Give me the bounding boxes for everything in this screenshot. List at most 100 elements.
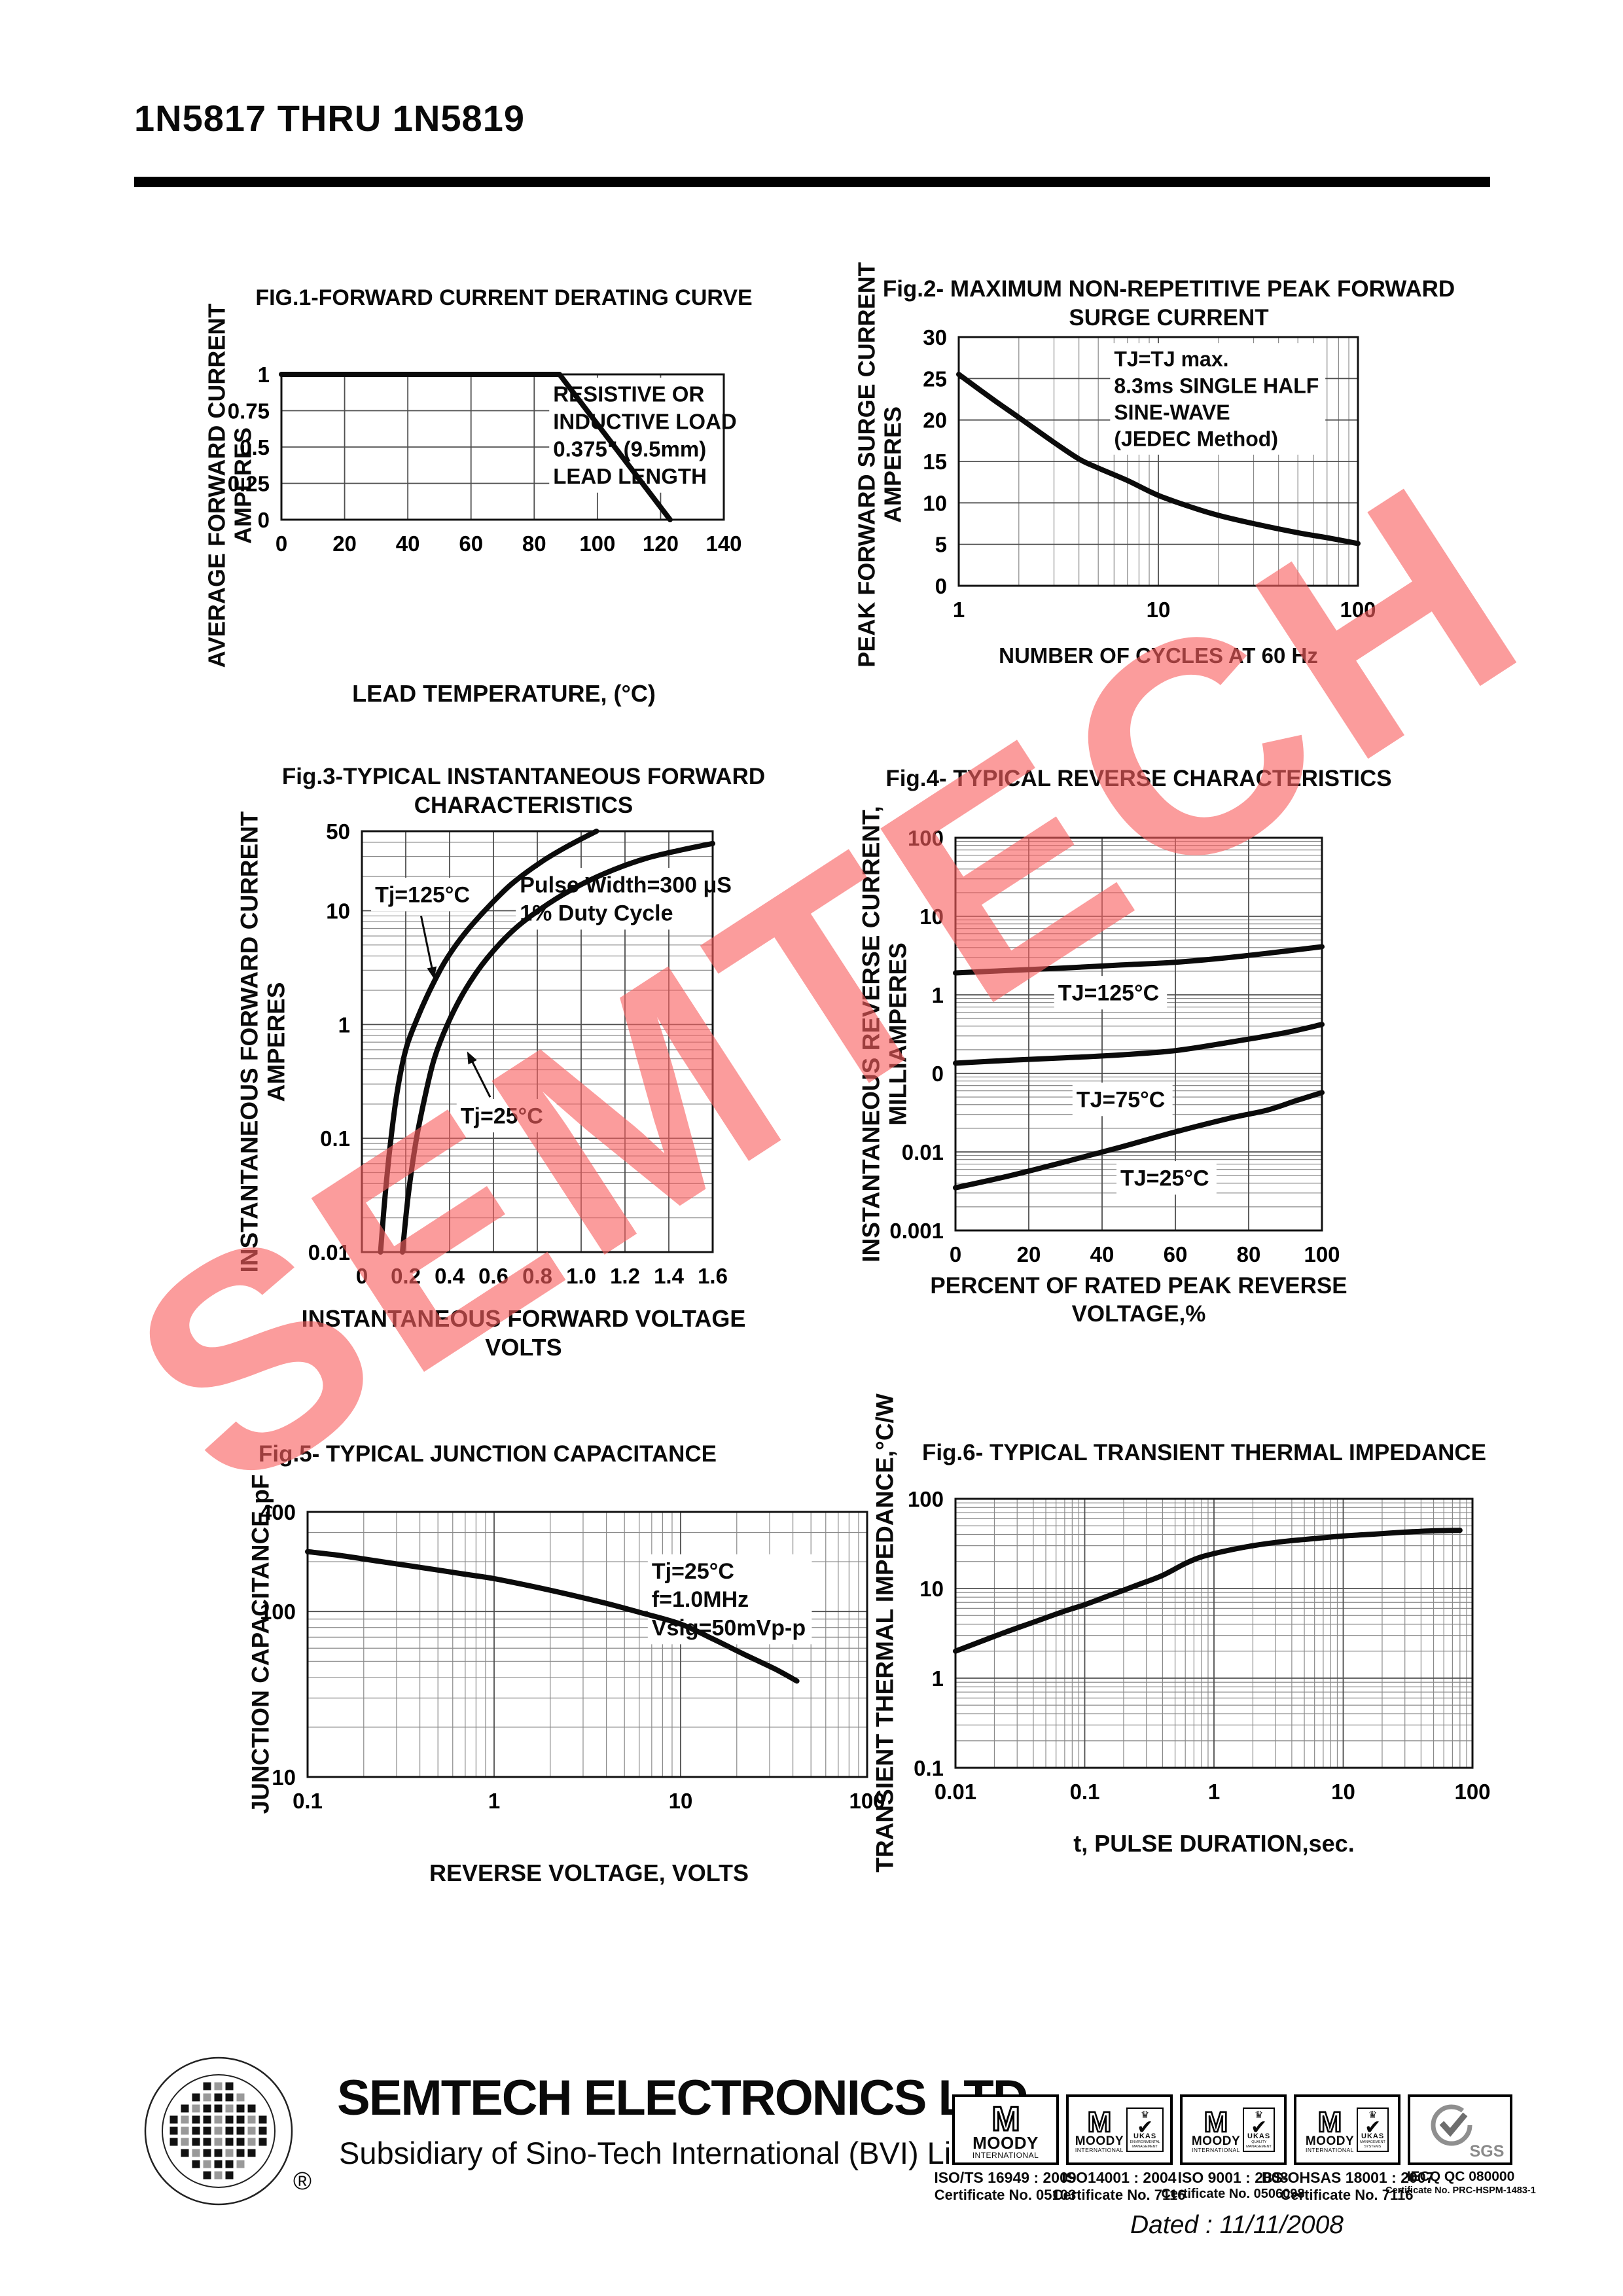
svg-text:40: 40	[396, 531, 420, 556]
svg-text:0.1: 0.1	[320, 1126, 350, 1151]
svg-text:0.25: 0.25	[228, 472, 270, 496]
fig2-canvas: TJ=TJ max. 8.3ms SINGLE HALF SINE-WAVE (JED…	[864, 308, 1410, 671]
svg-text:INDUCTIVE LOAD: INDUCTIVE LOAD	[553, 409, 736, 433]
svg-text:f=1.0MHz: f=1.0MHz	[652, 1587, 749, 1612]
cert-caption: IECQ QC 080000 Certificate No. PRC-HSPM-…	[1385, 2169, 1536, 2196]
cert-box-moody: M MOODY INTERNATIONAL	[952, 2094, 1059, 2165]
svg-text:Tj=25°C: Tj=25°C	[461, 1103, 543, 1128]
crown-icon: ♛	[1368, 2109, 1378, 2121]
fig1-curve	[279, 372, 673, 522]
svg-text:120: 120	[643, 531, 679, 556]
svg-text:0: 0	[276, 531, 287, 556]
svg-text:M: M	[1318, 2106, 1342, 2135]
fig2-curve	[956, 372, 1361, 547]
fig5-svg: Tj=25°C f=1.0MHz Vsig=50mVp-p 0.1 1 10 100 400 1…	[260, 1500, 885, 1813]
cert-caption: ISO14001 : 2004 Certificate No. 7116	[1052, 2169, 1186, 2204]
svg-text:100: 100	[1304, 1242, 1340, 1266]
svg-text:0.001: 0.001	[889, 1219, 944, 1243]
svg-text:30: 30	[923, 325, 947, 350]
svg-text:M: M	[1204, 2106, 1228, 2135]
cert-caption: ISO 9001 : 2008 Certificate No. 0506098	[1161, 2169, 1305, 2202]
cert-box-sgs: SGS	[1408, 2094, 1512, 2165]
svg-text:0.375" (9.5mm): 0.375" (9.5mm)	[553, 437, 706, 461]
fig3-curve	[399, 840, 715, 1255]
svg-text:TJ=75°C: TJ=75°C	[1077, 1087, 1166, 1112]
svg-text:0.75: 0.75	[228, 399, 270, 423]
fig4-canvas: TJ=125°C TJ=75°C TJ=25°C 0 20 40 60 80 100 100 10 1…	[861, 808, 1374, 1316]
svg-text:TJ=25°C: TJ=25°C	[1120, 1166, 1209, 1191]
svg-text:TJ=TJ max.: TJ=TJ max.	[1114, 348, 1228, 371]
svg-text:1.2: 1.2	[610, 1264, 640, 1288]
svg-text:10: 10	[272, 1765, 296, 1789]
svg-text:LEAD LENGTH: LEAD LENGTH	[553, 464, 707, 488]
svg-text:0: 0	[932, 1062, 944, 1086]
svg-text:0: 0	[950, 1242, 961, 1266]
svg-text:1.0: 1.0	[566, 1264, 596, 1288]
svg-text:15: 15	[923, 450, 947, 474]
svg-text:Pulse Width=300 μS: Pulse Width=300 μS	[520, 872, 732, 897]
svg-text:20: 20	[923, 408, 947, 433]
ukas-badge: ♛ ✔ UKAS ENVIRONMENTAL MANAGEMENT	[1126, 2108, 1164, 2152]
sgs-badge-icon: SGS	[1431, 2104, 1504, 2161]
fig2-x-axis-title: NUMBER OF CYCLES AT 60 Hz	[999, 643, 1318, 668]
svg-text:10: 10	[919, 905, 944, 929]
ukas-badge: ♛ ✔ UKAS MANAGEMENT SYSTEMS	[1357, 2108, 1389, 2152]
cert-caption: ISO/TS 16949 : 2009 Certificate No. 0510…	[934, 2169, 1077, 2204]
fig3-title: Fig.3-TYPICAL INSTANTANEOUS FORWARD CHAR…	[281, 764, 766, 819]
svg-text:100: 100	[260, 1600, 296, 1624]
svg-text:10: 10	[1147, 598, 1171, 622]
check-icon: ✔	[1251, 2117, 1268, 2139]
title-rule	[134, 177, 1490, 187]
fig4-title: Fig.4- TYPICAL REVERSE CHARACTERISTICS	[885, 766, 1392, 791]
svg-text:10: 10	[326, 899, 350, 924]
svg-text:80: 80	[522, 531, 546, 556]
fig4-svg: TJ=125°CTJ=75°CTJ=25°C0 20 40 60 80 100100101…	[889, 826, 1340, 1266]
fig5-x-axis-title: REVERSE VOLTAGE, VOLTS	[429, 1859, 749, 1886]
cert-box-iso14001: M MOODY INTERNATIONAL ♛ ✔ UKAS ENVIRONME…	[1066, 2094, 1173, 2165]
svg-text:0.1: 0.1	[1070, 1780, 1100, 1804]
svg-text:0.1: 0.1	[293, 1789, 323, 1813]
svg-text:1: 1	[932, 983, 944, 1007]
fig1-x-axis-title: LEAD TEMPERATURE, (°C)	[352, 680, 656, 707]
moody-m-icon: M	[1203, 2106, 1228, 2135]
svg-text:1: 1	[488, 1789, 500, 1813]
svg-text:100: 100	[579, 531, 615, 556]
ukas-badge: ♛ ✔ UKAS QUALITY MANAGEMENT	[1243, 2108, 1275, 2152]
svg-text:0.4: 0.4	[435, 1264, 465, 1288]
fig5-canvas: Tj=25°C f=1.0MHz Vsig=50mVp-p 0.1 1 10 100 400 1…	[213, 1482, 919, 1862]
svg-text:10: 10	[919, 1577, 944, 1601]
company-name: SEMTECH ELECTRONICS LTD.	[337, 2070, 1041, 2126]
svg-text:0.1: 0.1	[914, 1756, 944, 1780]
svg-text:10: 10	[669, 1789, 693, 1813]
fig1-canvas: RESISTIVE OR INDUCTIVE LOAD 0.375" (9.5mm)…	[187, 345, 776, 605]
fig2-title: Fig.2- MAXIMUM NON-REPETITIVE PEAK FORWA…	[882, 276, 1455, 331]
fig6-title: Fig.6- TYPICAL TRANSIENT THERMAL IMPEDAN…	[921, 1440, 1487, 1465]
svg-text:RESISTIVE OR: RESISTIVE OR	[553, 382, 704, 406]
svg-text:0.2: 0.2	[391, 1264, 421, 1288]
crown-icon: ♛	[1254, 2109, 1264, 2121]
svg-text:0.6: 0.6	[478, 1264, 508, 1288]
dated-stamp: Dated : 11/11/2008	[1130, 2211, 1344, 2239]
fig4-curve	[953, 1022, 1325, 1066]
svg-text:0: 0	[935, 574, 947, 598]
svg-text:100: 100	[1340, 598, 1376, 622]
svg-text:0.8: 0.8	[522, 1264, 552, 1288]
cert-caption: BS-OHSAS 18001 : 2007 Certificate No. 71…	[1262, 2169, 1435, 2204]
svg-text:(JEDEC Method): (JEDEC Method)	[1114, 427, 1278, 451]
crown-icon: ♛	[1140, 2109, 1150, 2121]
svg-text:TJ=125°C: TJ=125°C	[1058, 980, 1159, 1005]
moody-m-icon: M	[1317, 2106, 1342, 2135]
svg-text:Vsig=50mVp-p: Vsig=50mVp-p	[652, 1615, 806, 1640]
svg-text:Tj=125°C: Tj=125°C	[375, 882, 470, 907]
moody-m-icon: M	[1086, 2106, 1112, 2135]
fig5-title: Fig.5- TYPICAL JUNCTION CAPACITANCE	[258, 1441, 717, 1467]
svg-text:8.3ms SINGLE HALF: 8.3ms SINGLE HALF	[1114, 374, 1319, 397]
check-icon: ✔	[1137, 2117, 1154, 2139]
moody-m-icon: M	[990, 2100, 1020, 2134]
svg-text:100: 100	[908, 1487, 944, 1511]
fig3-x-axis-title: INSTANTANEOUS FORWARD VOLTAGE VOLTS	[301, 1305, 746, 1361]
fig4-curve	[953, 944, 1325, 976]
svg-text:10: 10	[1331, 1780, 1355, 1804]
